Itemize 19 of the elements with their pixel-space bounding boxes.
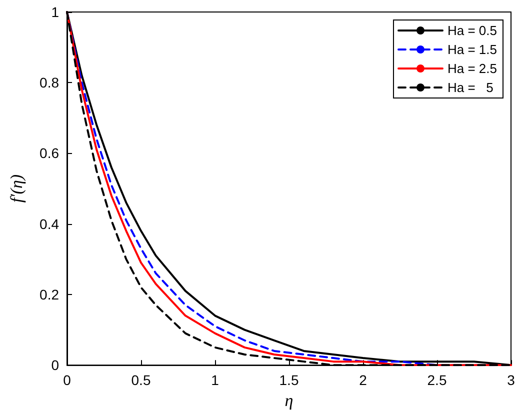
legend-label: Ha = 2.5 <box>447 61 498 76</box>
y-tick-label: 0.8 <box>40 74 60 91</box>
legend-label: Ha = 5 <box>447 80 494 95</box>
y-tick-label: 0.2 <box>40 286 60 302</box>
x-tick-label: 1 <box>211 372 220 388</box>
x-tick-label: 2.5 <box>427 372 447 388</box>
x-tick-label: 3 <box>507 372 516 388</box>
x-tick-label: 1.5 <box>279 372 299 388</box>
x-tick-label: 0.5 <box>131 372 151 388</box>
x-tick-label: 0 <box>63 372 72 388</box>
y-tick-label: 0 <box>51 357 60 374</box>
x-tick-label: 2 <box>359 372 368 388</box>
y-tick-label: 0.4 <box>40 216 60 232</box>
y-axis-title: f′(η) <box>7 174 26 203</box>
y-tick-label: 0.6 <box>40 145 60 162</box>
legend-label: Ha = 0.5 <box>447 23 498 38</box>
x-axis-title: η <box>284 391 294 410</box>
y-tick-label: 1 <box>51 4 60 20</box>
legend-label: Ha = 1.5 <box>447 42 498 57</box>
